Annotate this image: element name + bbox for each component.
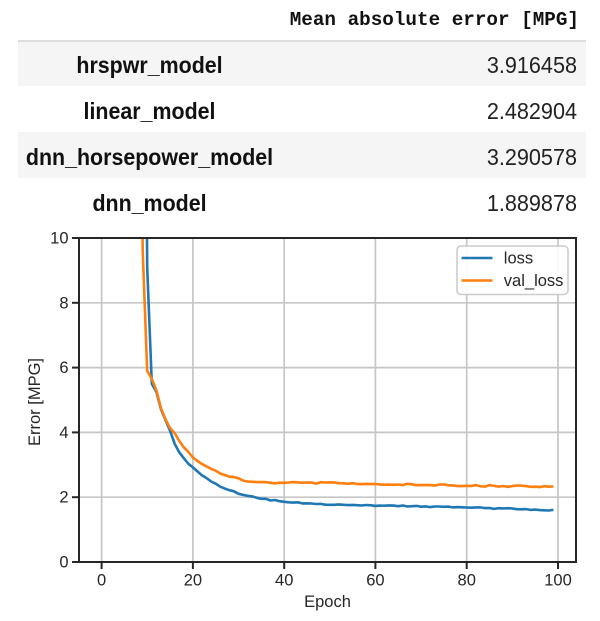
- svg-text:100: 100: [544, 572, 572, 590]
- svg-text:6: 6: [59, 359, 68, 377]
- svg-text:val_loss: val_loss: [504, 272, 564, 290]
- svg-text:0: 0: [97, 572, 106, 590]
- svg-text:40: 40: [275, 572, 293, 590]
- svg-text:20: 20: [184, 572, 202, 590]
- svg-text:60: 60: [366, 572, 384, 590]
- svg-text:2: 2: [59, 489, 68, 507]
- svg-text:80: 80: [458, 572, 476, 590]
- svg-text:Error [MPG]: Error [MPG]: [26, 358, 44, 446]
- svg-text:0: 0: [59, 554, 68, 572]
- svg-text:10: 10: [50, 230, 68, 248]
- svg-text:4: 4: [59, 424, 68, 442]
- svg-text:8: 8: [59, 294, 68, 312]
- svg-text:Epoch: Epoch: [304, 593, 351, 611]
- svg-text:loss: loss: [504, 250, 533, 268]
